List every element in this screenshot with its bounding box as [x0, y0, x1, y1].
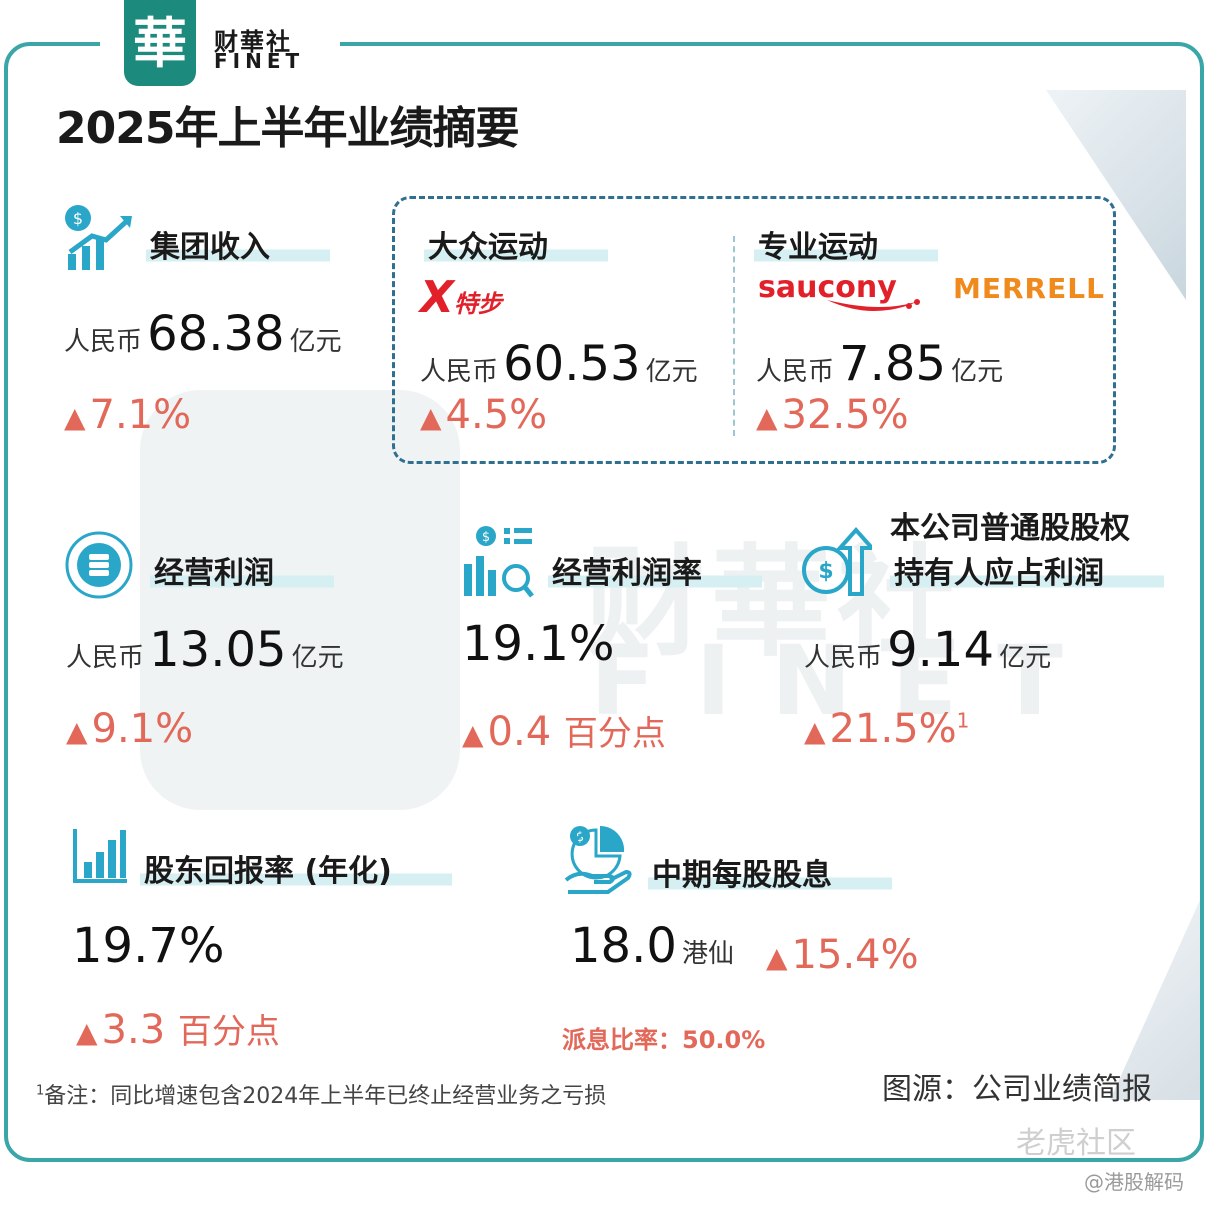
up-triangle-icon: ▲ [64, 400, 86, 434]
saucony-swoosh-icon [827, 299, 921, 311]
segment-divider [733, 236, 735, 436]
footnote: 1备注：同比增速包含2024年上半年已终止经营业务之亏损 [36, 1078, 606, 1110]
currency-unit: 亿元 [645, 357, 698, 387]
mass-change: ▲ 4.5% [420, 392, 547, 438]
up-triangle-icon: ▲ [462, 717, 484, 751]
svg-text:$: $ [73, 209, 83, 228]
up-triangle-icon: ▲ [756, 400, 778, 434]
growth-chart-icon: $ [65, 205, 132, 270]
op-profit-change-value: 9.1% [91, 706, 194, 752]
revenue-change: ▲ 7.1% [64, 392, 191, 438]
up-triangle-icon: ▲ [76, 1015, 98, 1049]
net-profit-change-value: 21.5% [829, 706, 957, 752]
payout-ratio: 派息比率：50.0% [562, 1026, 766, 1054]
footnote-marker: 1 [956, 708, 970, 733]
net-profit-amount: 人民币 9.14 亿元 [804, 622, 1051, 678]
op-margin-change-unit: 百分点 [563, 714, 666, 754]
revenue-amount: 人民币 68.38 亿元 [64, 306, 342, 362]
up-triangle-icon: ▲ [804, 714, 826, 748]
up-triangle-icon: ▲ [66, 714, 88, 748]
brand-name-en: FINET [214, 49, 305, 73]
brand-logo: 華 [124, 0, 196, 86]
mass-amount: 人民币 60.53 亿元 [420, 336, 698, 392]
pro-value: 7.85 [839, 336, 946, 392]
pro-change: ▲ 32.5% [756, 392, 909, 438]
corner-watermark: 老虎社区 [1016, 1126, 1136, 1161]
pro-amount: 人民币 7.85 亿元 [756, 336, 1003, 392]
dividend-heading: 中期每股股息 [648, 850, 892, 894]
currency-prefix: 人民币 [420, 357, 499, 387]
mass-value: 60.53 [503, 336, 641, 392]
currency-unit: 亿元 [289, 327, 342, 357]
up-triangle-icon: ▲ [766, 940, 788, 974]
currency-unit: 亿元 [291, 643, 344, 673]
revenue-change-value: 7.1% [89, 392, 192, 438]
page-title: 2025年上半年业绩摘要 [56, 103, 519, 154]
currency-prefix: 人民币 [756, 357, 835, 387]
watermark-text-en: FINET [590, 625, 1103, 737]
op-margin-value: 19.1% [462, 616, 615, 672]
net-profit-heading-line1: 本公司普通股股权 [890, 511, 1130, 546]
image-source: 图源：公司业绩简报 [882, 1072, 1152, 1107]
revenue-value: 68.38 [147, 306, 285, 362]
op-margin-change-value: 0.4 [487, 709, 552, 755]
bar-chart-icon [73, 829, 127, 883]
op-profit-change: ▲ 9.1% [66, 706, 193, 752]
pro-heading: 专业运动 [754, 222, 938, 266]
footnote-text: 备注：同比增速包含2024年上半年已终止经营业务之亏损 [44, 1084, 607, 1109]
merrell-logo: MERRELL [953, 272, 1105, 305]
roe-amount: 19.7% [72, 918, 224, 974]
card-frame [4, 42, 1204, 1162]
coin-target-icon [65, 531, 133, 599]
currency-prefix: 人民币 [804, 643, 883, 673]
op-margin-change: ▲ 0.4 百分点 [462, 706, 666, 755]
op-margin-amount: 19.1% [462, 616, 614, 672]
roe-change-unit: 百分点 [177, 1012, 280, 1052]
currency-prefix: 人民币 [64, 327, 143, 357]
dividend-value: 18.0 [570, 918, 677, 974]
up-triangle-icon: ▲ [420, 400, 442, 434]
op-profit-amount: 人民币 13.05 亿元 [66, 622, 344, 678]
net-profit-value: 9.14 [887, 622, 994, 678]
roe-change-value: 3.3 [101, 1007, 166, 1053]
dividend-change-value: 15.4% [791, 932, 919, 978]
net-profit-heading-line2: 持有人应占利润 [890, 548, 1164, 592]
brand-name-cn: 财華社 [214, 28, 292, 56]
mass-heading: 大众运动 [424, 222, 608, 266]
bar-chart-percent-icon: $ [464, 526, 534, 598]
segment-box [392, 196, 1116, 464]
dividend-unit: 港仙 [681, 939, 734, 969]
pro-change-value: 32.5% [781, 392, 909, 438]
dividend-change: ▲ 15.4% [766, 932, 919, 978]
op-margin-heading: 经营利润率 [548, 548, 762, 592]
svg-text:$: $ [818, 559, 833, 584]
op-profit-value: 13.05 [149, 622, 287, 678]
xtep-logo: X特步 [420, 272, 502, 323]
currency-unit: 亿元 [999, 643, 1052, 673]
xtep-logo-text: 特步 [453, 290, 502, 318]
mass-change-value: 4.5% [445, 392, 548, 438]
roe-heading: 股东回报率 (年化) [140, 846, 452, 890]
currency-prefix: 人民币 [66, 643, 145, 673]
op-profit-heading: 经营利润 [150, 548, 334, 592]
hand-pie-chart-icon: $ [564, 825, 632, 894]
dollar-up-arrow-icon: $ [802, 526, 872, 596]
saucony-logo: saucony [758, 270, 897, 305]
svg-text:$: $ [482, 530, 490, 545]
footnote-mark: 1 [36, 1083, 45, 1099]
author-handle: @港股解码 [1084, 1170, 1184, 1194]
currency-unit: 亿元 [951, 357, 1004, 387]
dividend-amount: 18.0 港仙 [570, 918, 734, 974]
revenue-heading: 集团收入 [146, 222, 330, 266]
roe-change: ▲ 3.3 百分点 [76, 1004, 280, 1053]
net-profit-change: ▲ 21.5%1 [804, 706, 969, 752]
roe-value: 19.7% [72, 918, 225, 974]
